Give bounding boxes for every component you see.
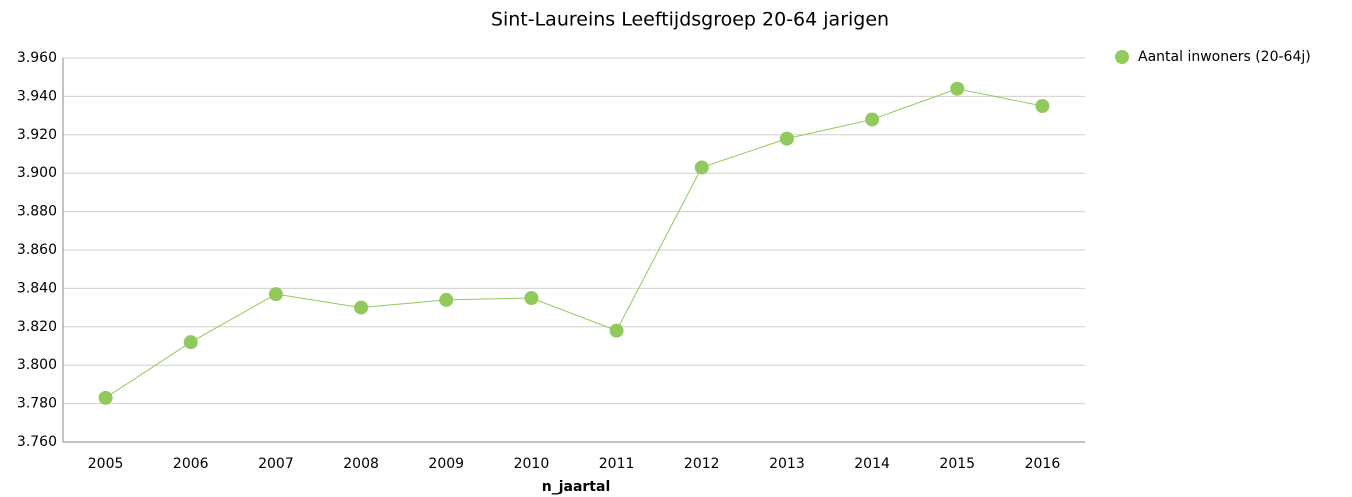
x-tick-label: 2014: [854, 456, 890, 472]
x-tick-label: 2008: [343, 456, 379, 472]
marker: [268, 287, 283, 302]
y-tick-label: 3.900: [17, 165, 57, 181]
marker: [98, 390, 113, 405]
x-tick-label: 2005: [88, 456, 124, 472]
y-tick-label: 3.940: [17, 88, 57, 104]
x-tick-label: 2010: [514, 456, 550, 472]
marker: [779, 131, 794, 146]
legend-label: Aantal inwoners (20-64j): [1138, 49, 1311, 65]
y-tick-label: 3.880: [17, 204, 57, 220]
x-tick-label: 2007: [258, 456, 294, 472]
y-tick-label: 3.840: [17, 280, 57, 296]
x-axis-label: n_jaartal: [542, 479, 611, 495]
marker: [694, 160, 709, 175]
marker: [609, 323, 624, 338]
y-tick-label: 3.860: [17, 242, 57, 258]
marker: [1035, 99, 1050, 113]
marker: [865, 112, 880, 127]
x-tick-label: 2009: [428, 456, 464, 472]
x-tick-label: 2012: [684, 456, 720, 472]
x-tick-label: 2006: [173, 456, 209, 472]
legend-marker: [1115, 50, 1129, 64]
line: [105, 88, 1043, 399]
marker: [439, 292, 454, 307]
y-tick-label: 3.920: [17, 127, 57, 143]
x-tick-label: 2013: [769, 456, 805, 472]
x-tick-label: 2011: [599, 456, 635, 472]
y-tick-label: 3.780: [17, 396, 57, 412]
x-tick-label: 2015: [939, 456, 975, 472]
y-tick-label: 3.960: [17, 50, 57, 66]
marker: [354, 300, 369, 315]
x-tick-label: 2016: [1025, 456, 1061, 472]
marker: [524, 291, 539, 305]
chart-title: Sint-Laureins Leeftijdsgroep 20-64 jarig…: [491, 9, 889, 31]
y-tick-label: 3.820: [17, 319, 57, 335]
y-tick-label: 3.760: [17, 434, 57, 450]
y-tick-label: 3.800: [17, 357, 57, 373]
marker: [950, 81, 965, 96]
marker: [183, 335, 198, 350]
